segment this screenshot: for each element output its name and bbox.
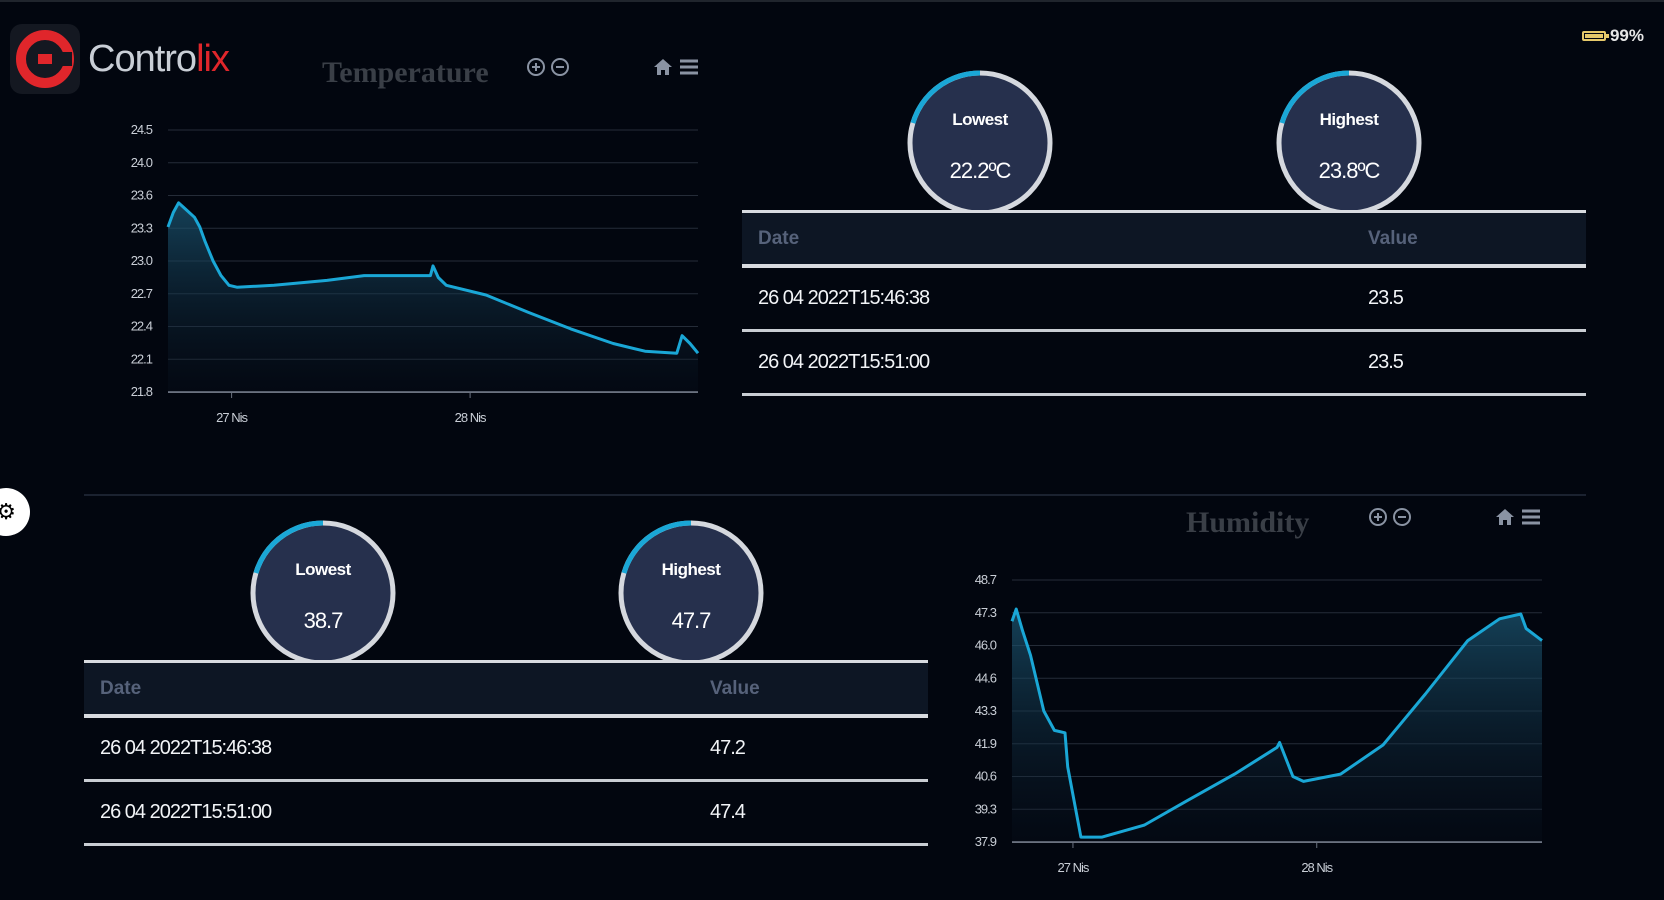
- gauge-ring: [1276, 70, 1422, 216]
- row-date: 26 04 2022T15:46:38: [758, 287, 930, 309]
- battery-level: 99%: [1609, 26, 1644, 45]
- settings-button[interactable]: ⚙: [0, 488, 30, 536]
- gauge-value: 23.8ºC: [1318, 158, 1381, 183]
- table-row[interactable]: 26 04 2022T15:51:00 23.5: [742, 332, 1586, 396]
- section-divider: [84, 494, 1586, 496]
- y-tick-label: 22.1: [131, 351, 153, 366]
- brand-name-part2: lix: [196, 37, 230, 80]
- zoom-out-icon[interactable]: [550, 57, 570, 77]
- row-date: 26 04 2022T15:51:00: [758, 351, 930, 373]
- col-value-header: Value: [710, 677, 760, 699]
- gauge-ring: [250, 520, 396, 666]
- zoom-out-icon[interactable]: [1392, 507, 1412, 527]
- gauge-value: 47.7: [671, 608, 712, 633]
- series-line: [1010, 607, 1543, 839]
- y-tick-label: 23.3: [131, 220, 153, 235]
- home-icon[interactable]: [1494, 507, 1516, 527]
- temperature-table: Date Value 26 04 2022T15:46:38 23.5 26 0…: [742, 210, 1586, 396]
- row-date: 26 04 2022T15:51:00: [100, 801, 272, 823]
- temperature-chart-toolbar: [652, 57, 700, 77]
- y-tick-label: 41.9: [975, 736, 997, 751]
- col-value-header: Value: [1368, 227, 1418, 249]
- y-tick-label: 23.6: [131, 188, 153, 203]
- y-tick-label: 47.3: [975, 605, 997, 620]
- x-tick-label: 27 Nis: [216, 410, 248, 425]
- row-value: 47.2: [710, 737, 746, 759]
- gauge-label: Highest: [661, 560, 721, 579]
- temperature-lowest-gauge: Lowest 22.2ºC: [905, 68, 1055, 218]
- temperature-highest-gauge: Highest 23.8ºC: [1274, 68, 1424, 218]
- humidity-chart-title: Humidity: [1186, 506, 1310, 539]
- gauge-value: 38.7: [303, 608, 344, 633]
- table-header: Date Value: [742, 210, 1586, 268]
- col-date-header: Date: [100, 677, 142, 699]
- battery-icon: [1581, 31, 1609, 41]
- y-tick-label: 22.7: [131, 286, 153, 301]
- x-tick-label: 28 Nis: [1301, 860, 1333, 875]
- series-area: [1012, 609, 1542, 842]
- y-tick-label: 46.0: [975, 638, 997, 653]
- table-row[interactable]: 26 04 2022T15:51:00 47.4: [84, 782, 928, 846]
- gauge-label: Lowest: [952, 110, 1008, 129]
- y-tick-label: 24.0: [131, 155, 153, 170]
- row-value: 23.5: [1368, 287, 1404, 309]
- battery-status: 99%: [1581, 26, 1644, 46]
- row-value: 47.4: [710, 801, 746, 823]
- series-area: [168, 202, 698, 392]
- menu-icon[interactable]: [678, 57, 700, 77]
- col-date-header: Date: [758, 227, 800, 249]
- x-tick-label: 28 Nis: [455, 410, 487, 425]
- home-icon[interactable]: [652, 57, 674, 77]
- temperature-zoom-tools: [526, 57, 570, 77]
- controlix-logo-icon: [10, 24, 80, 94]
- brand-name: Controlix: [88, 37, 230, 81]
- humidity-lowest-gauge: Lowest 38.7: [248, 518, 398, 668]
- humidity-highest-gauge: Highest 47.7: [616, 518, 766, 668]
- humidity-chart-toolbar: [1494, 507, 1542, 527]
- y-tick-label: 22.4: [131, 319, 153, 334]
- y-tick-label: 48.7: [975, 572, 997, 587]
- y-tick-label: 40.6: [975, 769, 997, 784]
- brand-name-part1: Contro: [88, 37, 197, 80]
- y-tick-label: 23.0: [131, 253, 153, 268]
- gauge-label: Lowest: [295, 560, 351, 579]
- row-date: 26 04 2022T15:46:38: [100, 737, 272, 759]
- brand-logo: Controlix: [10, 24, 230, 94]
- humidity-zoom-tools: [1368, 507, 1412, 527]
- series-line: [166, 201, 700, 355]
- gear-icon: ⚙: [0, 499, 16, 525]
- gauge-ring: [618, 520, 764, 666]
- gauge-label: Highest: [1319, 110, 1379, 129]
- y-tick-label: 43.3: [975, 703, 997, 718]
- gauge-value: 22.2ºC: [949, 158, 1012, 183]
- row-value: 23.5: [1368, 351, 1404, 373]
- temperature-chart-title: Temperature: [322, 56, 489, 89]
- table-row[interactable]: 26 04 2022T15:46:38 47.2: [84, 718, 928, 782]
- table-header: Date Value: [84, 660, 928, 718]
- temperature-chart: 24.5 24.0 23.6 23.3 23.0 22.7 22.4 22.1 21.8 27 N…: [131, 122, 700, 425]
- x-tick-label: 27 Nis: [1058, 860, 1090, 875]
- y-tick-label: 24.5: [131, 122, 153, 137]
- y-tick-label: 37.9: [975, 834, 997, 849]
- gauge-ring: [907, 70, 1053, 216]
- y-tick-label: 39.3: [975, 801, 997, 816]
- table-row[interactable]: 26 04 2022T15:46:38 23.5: [742, 268, 1586, 332]
- humidity-table: Date Value 26 04 2022T15:46:38 47.2 26 0…: [84, 660, 928, 846]
- zoom-in-icon[interactable]: [1368, 507, 1388, 527]
- y-tick-label: 21.8: [131, 384, 153, 399]
- humidity-chart: 48.7 47.3 46.0 44.6 43.3 41.9 40.6 39.3 37.9 27 N…: [975, 572, 1543, 875]
- y-tick-label: 44.6: [975, 670, 997, 685]
- zoom-in-icon[interactable]: [526, 57, 546, 77]
- menu-icon[interactable]: [1520, 507, 1542, 527]
